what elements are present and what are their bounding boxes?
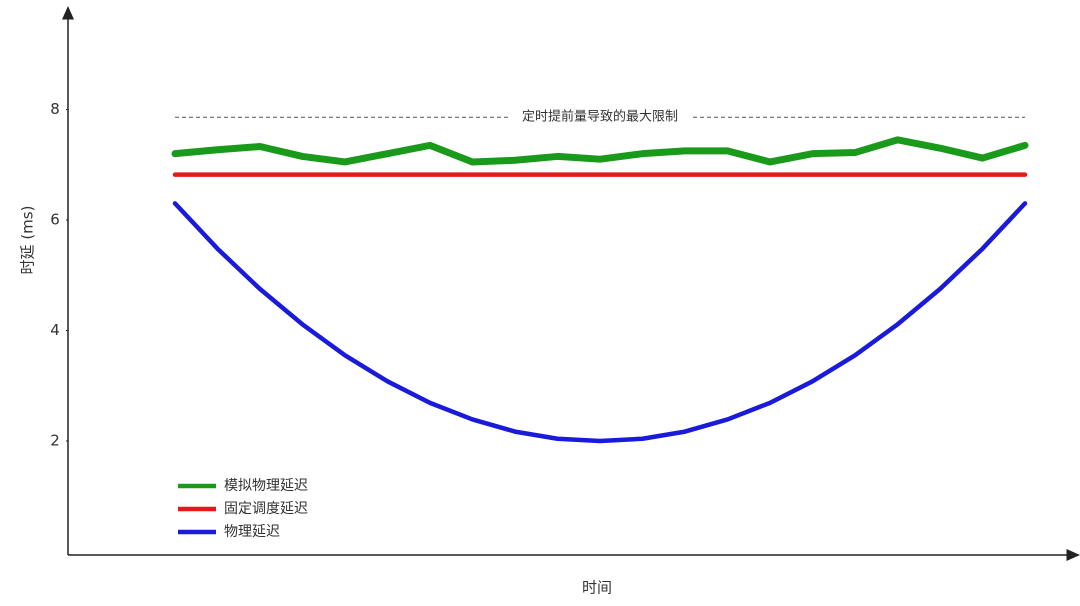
y-tick-label: 6 <box>50 210 60 228</box>
series-line <box>172 201 1028 444</box>
x-axis-label: 时间 <box>582 579 612 597</box>
y-tick-label: 2 <box>50 431 60 449</box>
y-axis-label: 时延 (ms) <box>19 206 37 275</box>
y-tick-label: 8 <box>50 100 60 118</box>
reference-label-bg <box>509 107 691 128</box>
legend-label: 模拟物理延迟 <box>224 478 308 494</box>
reference-label: 定时提前量导致的最大限制 <box>522 109 678 125</box>
series-line <box>171 136 1029 166</box>
legend-label: 物理延迟 <box>224 524 280 540</box>
y-tick-label: 4 <box>50 321 60 339</box>
legend-label: 固定调度延迟 <box>224 501 308 517</box>
